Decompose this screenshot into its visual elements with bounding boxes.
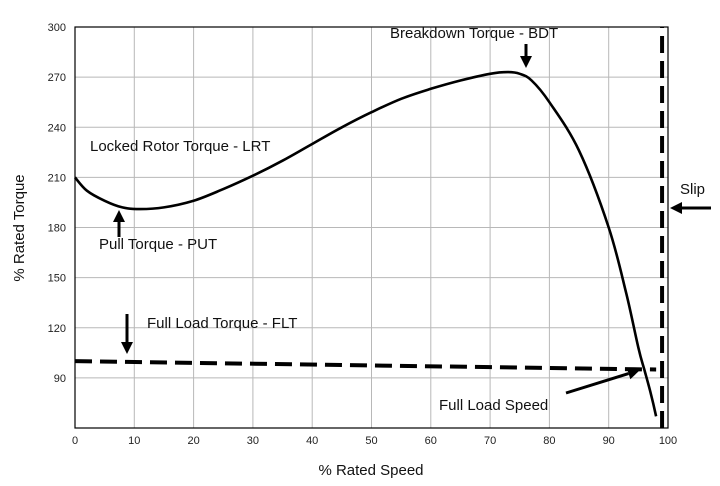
annotation-bdt: Breakdown Torque - BDT: [390, 25, 558, 42]
y-tick-label-7: 300: [48, 22, 66, 34]
put-arrow-head: [113, 210, 125, 222]
y-tick-label-0: 90: [54, 373, 66, 385]
plot-frame: [74, 26, 669, 429]
x-tick-label-7: 70: [484, 435, 496, 447]
x-tick-label-5: 50: [365, 435, 377, 447]
y-axis-title: % Rated Torque: [11, 174, 28, 281]
x-tick-label-10: 100: [659, 435, 677, 447]
annotation-lrt: Locked Rotor Torque - LRT: [90, 138, 270, 155]
y-tick-label-1: 120: [48, 323, 66, 335]
tick-labels: 0 10 20 30 40 50 60 70 80 90 100 90 120 150 180 210 240 2…: [48, 22, 678, 447]
x-tick-label-0: 0: [72, 435, 78, 447]
x-tick-label-2: 20: [187, 435, 199, 447]
x-tick-label-6: 60: [425, 435, 437, 447]
full-load-speed-arrow-head: [626, 367, 640, 380]
x-tick-label-4: 40: [306, 435, 318, 447]
arrow-group: [113, 44, 711, 395]
series-group: [74, 70, 658, 417]
annotation-slip: Slip: [680, 181, 705, 198]
flt-arrow-head: [121, 342, 133, 354]
reference-lines: [74, 27, 665, 428]
annotation-flt: Full Load Torque - FLT: [147, 315, 297, 332]
torque-curve-line: [74, 70, 658, 417]
annotation-put: Pull Torque - PUT: [99, 236, 217, 253]
x-tick-label-9: 90: [603, 435, 615, 447]
x-tick-label-1: 10: [128, 435, 140, 447]
x-tick-label-8: 80: [543, 435, 555, 447]
y-tick-label-3: 180: [48, 223, 66, 235]
x-tick-label-3: 30: [247, 435, 259, 447]
y-tick-label-6: 270: [48, 72, 66, 84]
x-axis-title: % Rated Speed: [318, 462, 423, 479]
annotation-full-load-speed: Full Load Speed: [439, 397, 548, 414]
reference-line-horizontal: [74, 359, 657, 372]
y-tick-label-2: 150: [48, 273, 66, 285]
full-load-speed-arrow-shaft: [565, 372, 629, 395]
bdt-arrow-head: [520, 56, 532, 68]
y-tick-label-4: 210: [48, 172, 66, 184]
y-tick-label-5: 240: [48, 122, 66, 134]
slip-arrow-head: [670, 202, 682, 214]
